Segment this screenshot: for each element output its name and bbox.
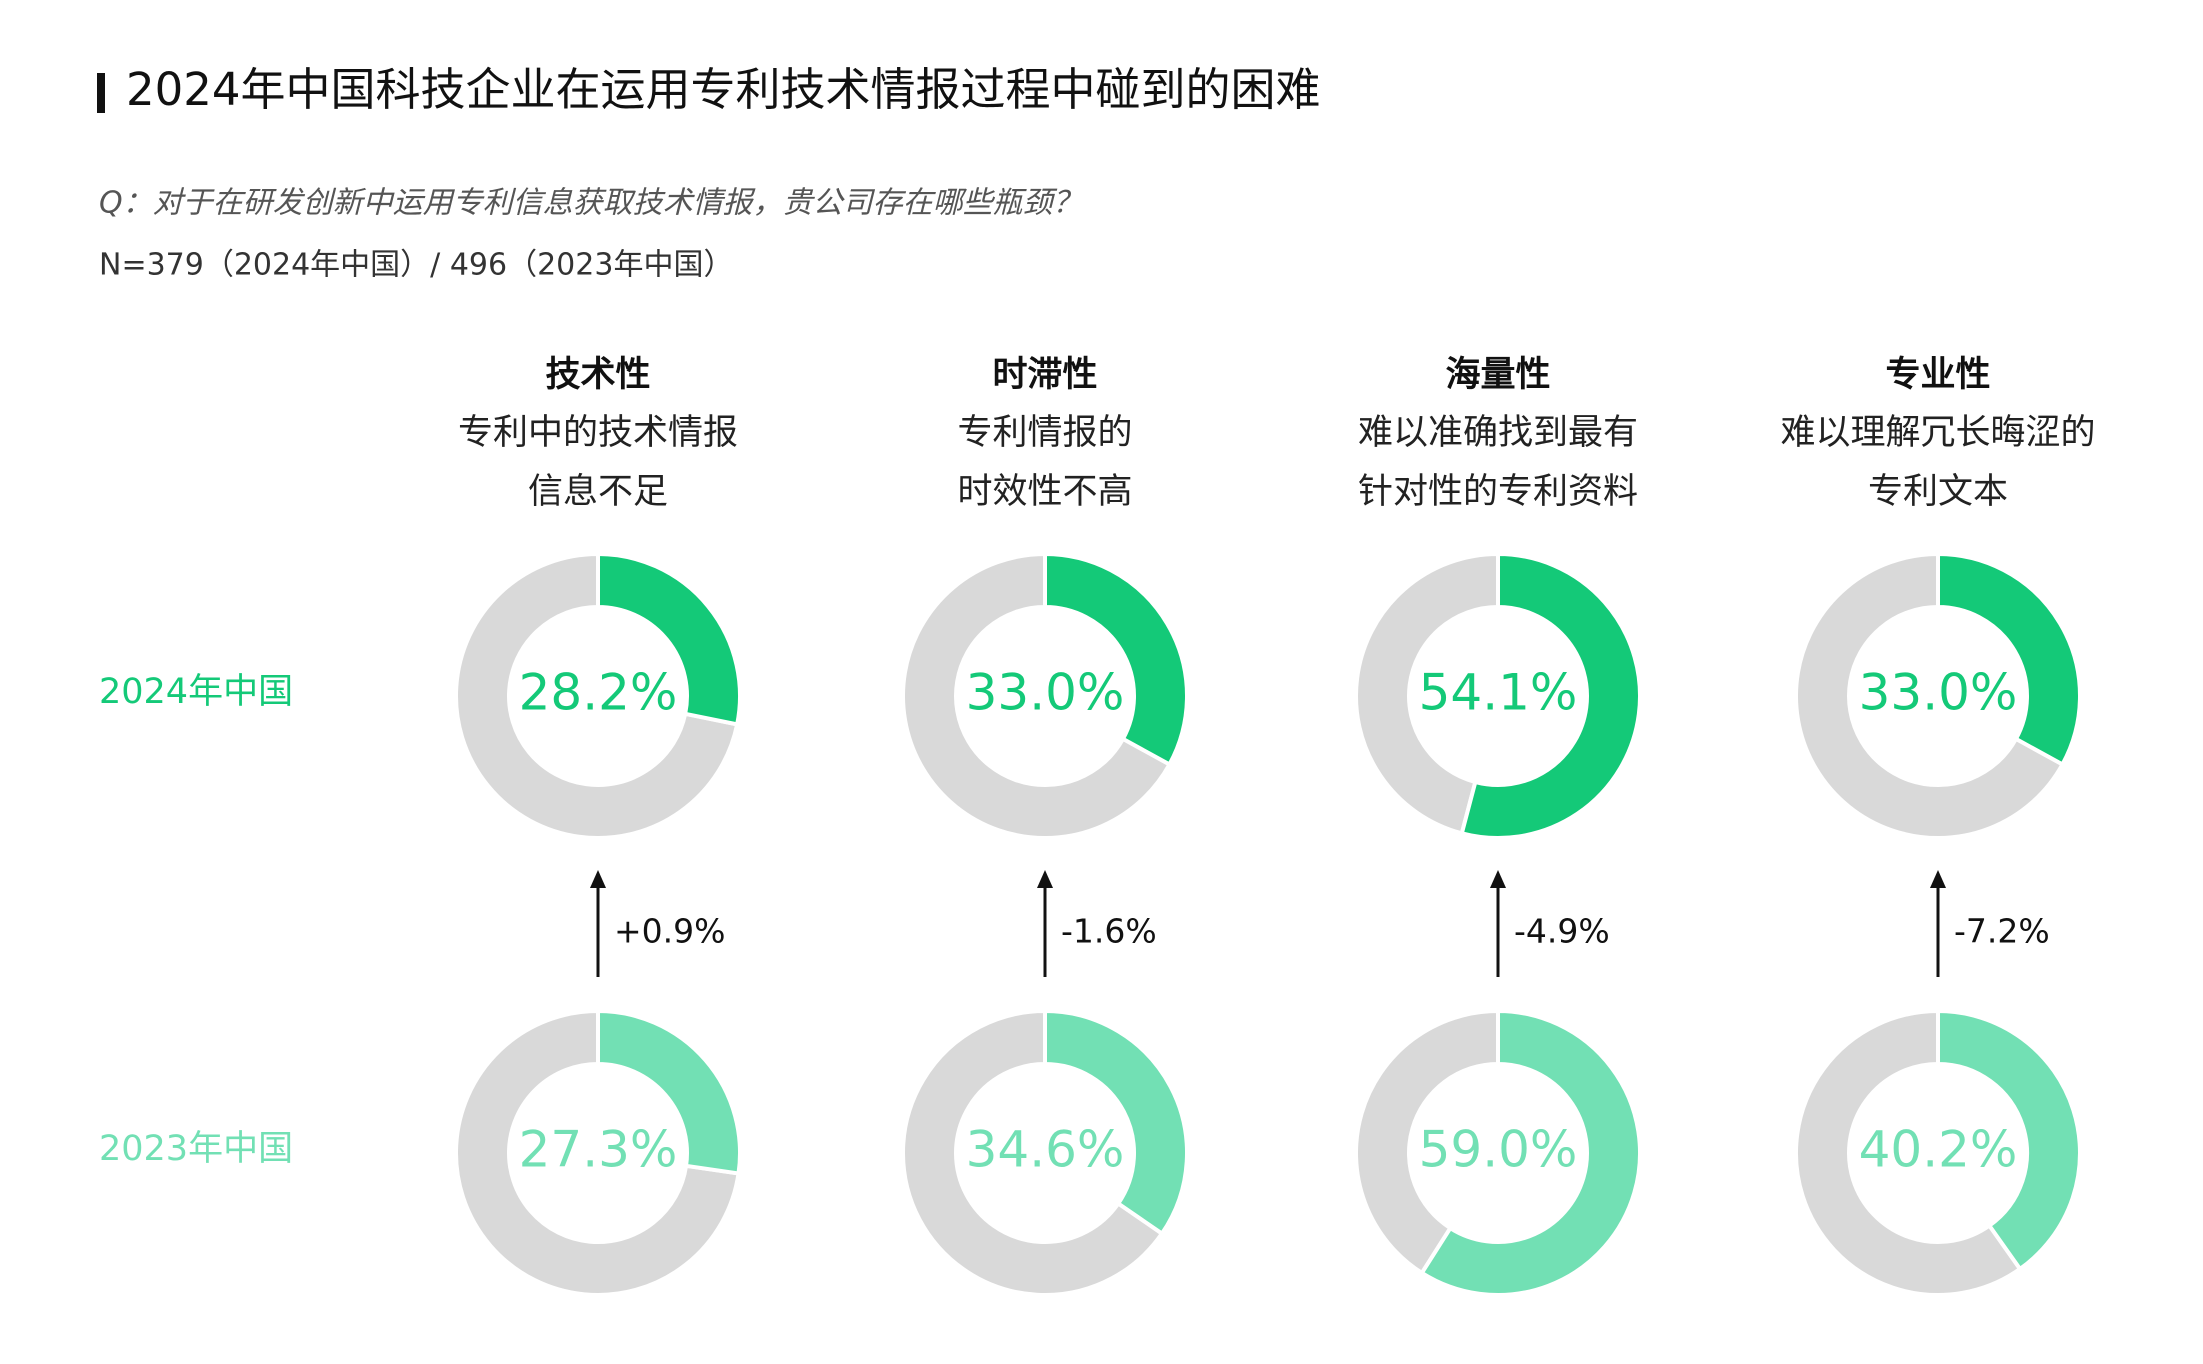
donut-value-label: 54.1% [1419, 664, 1578, 722]
donut-segment [1419, 1008, 1642, 1297]
donut-remainder [901, 1008, 1165, 1297]
donut-segment [1459, 551, 1642, 840]
donut-remainder [1794, 551, 2066, 840]
arrow-head [1930, 870, 1946, 888]
donut-remainder [1354, 1008, 1500, 1276]
change-label: -4.9% [1514, 912, 1610, 951]
category-description: 专利文本 [1868, 472, 2008, 512]
arrow-head [1490, 870, 1506, 888]
change-label: +0.9% [614, 912, 726, 951]
donut-remainder [454, 551, 740, 840]
donut-remainder [454, 1008, 741, 1297]
arrow-head [1037, 870, 1053, 888]
donut-value-label: 27.3% [519, 1121, 678, 1179]
category-description: 专利情报的 [957, 413, 1132, 453]
donut-segment [596, 1008, 742, 1176]
title-bar [97, 73, 105, 113]
category-description: 时效性不高 [957, 472, 1132, 512]
sample-note: N=379（2024年中国）/ 496（2023年中国） [99, 248, 733, 283]
category-description: 信息不足 [528, 472, 668, 512]
donut-value-label: 28.2% [519, 664, 678, 722]
category-description: 专利中的技术情报 [458, 413, 738, 453]
series-label: 2024年中国 [99, 672, 293, 712]
category-name: 时滞性 [992, 355, 1097, 395]
change-label: -1.6% [1061, 912, 1157, 951]
donut-segment [1043, 551, 1189, 768]
donut-segment [1043, 1008, 1189, 1237]
category-description: 难以理解冗长晦涩的 [1780, 413, 2095, 453]
category-description: 难以准确找到最有 [1358, 413, 1638, 453]
chart-title: 2024年中国科技企业在运用专利技术情报过程中碰到的困难 [126, 63, 1321, 116]
donut-value-label: 33.0% [1859, 664, 2018, 722]
change-label: -7.2% [1954, 912, 2050, 951]
arrow-head [590, 870, 606, 888]
donut-value-label: 40.2% [1859, 1121, 2018, 1179]
category-name: 海量性 [1445, 355, 1550, 395]
subtitle: Q：对于在研发创新中运用专利信息获取技术情报，贵公司存在哪些瓶颈？ [99, 186, 1083, 221]
category-description: 针对性的专利资料 [1358, 472, 1638, 512]
donut-segment [1936, 551, 2082, 768]
donut-value-label: 34.6% [966, 1121, 1125, 1179]
donut-segment [1936, 1008, 2083, 1272]
donut-remainder [1794, 1008, 2023, 1297]
donut-remainder [1354, 551, 1500, 836]
donut-value-label: 59.0% [1419, 1121, 1578, 1179]
category-name: 专业性 [1885, 355, 1990, 395]
donut-segment [596, 551, 742, 727]
donut-remainder [901, 551, 1173, 840]
donut-value-label: 33.0% [966, 664, 1125, 722]
series-label: 2023年中国 [99, 1129, 293, 1169]
category-name: 技术性 [545, 355, 650, 395]
